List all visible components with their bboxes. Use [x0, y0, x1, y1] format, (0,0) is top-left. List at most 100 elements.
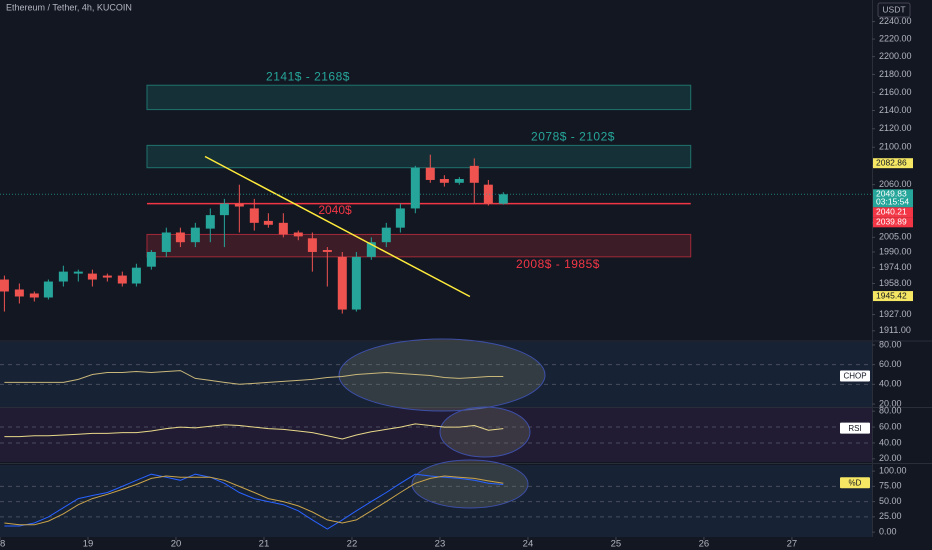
price-label-box	[873, 158, 913, 169]
y-tick-label: 80.00	[879, 339, 902, 349]
chart-title: Ethereum / Tether, 4h, KUCOIN	[6, 2, 132, 12]
y-tick-label: 40.00	[879, 379, 902, 389]
candle-body	[205, 215, 215, 229]
highlight-circle	[411, 459, 529, 509]
candle-body	[43, 281, 53, 298]
candle-body	[278, 222, 288, 235]
candle-body	[161, 232, 171, 252]
price-label-box	[873, 217, 913, 228]
y-tick-label: 2200.00	[879, 51, 912, 61]
y-tick-label: 1911.00	[879, 325, 911, 335]
y-tick-label: 20.00	[879, 398, 902, 408]
price-label-box	[873, 207, 913, 218]
highlight-circle	[439, 406, 531, 458]
currency-box	[877, 2, 911, 18]
price-label: 2082.86	[876, 157, 907, 167]
candle-body	[395, 208, 405, 228]
candle-body	[249, 208, 259, 223]
price-timer: 03:15:54	[876, 197, 909, 207]
x-tick-label: 26	[699, 539, 710, 550]
candle-body	[14, 289, 24, 297]
x-tick-label: 24	[523, 539, 534, 550]
candle-body	[439, 179, 449, 183]
candle-body	[263, 220, 273, 225]
candle-body	[469, 165, 479, 183]
candle-body	[498, 194, 508, 204]
y-tick-label: 60.00	[879, 421, 902, 431]
y-tick-label: 1974.00	[879, 262, 912, 272]
y-tick-label: 40.00	[879, 437, 902, 447]
indicator-line	[4, 473, 504, 530]
indicator-badge	[840, 422, 870, 434]
indicator-line	[4, 370, 504, 385]
y-tick-label: 75.00	[879, 481, 902, 491]
indicator-name: RSI	[848, 424, 861, 433]
x-tick-label: 21	[259, 539, 270, 550]
zone	[146, 84, 692, 111]
y-tick-label: 2120.00	[879, 123, 912, 133]
candle-body	[190, 227, 200, 243]
candle-body	[337, 256, 347, 310]
x-tick-label: 18	[0, 539, 5, 550]
indicator-line	[4, 475, 504, 526]
candle-body	[322, 250, 332, 252]
level-label: 2040$	[318, 203, 352, 217]
candle-body	[366, 242, 376, 257]
zone-label: 2078$ - 2102$	[531, 130, 615, 144]
candle-body	[425, 167, 435, 180]
candle-body	[219, 203, 229, 216]
y-tick-label: 2060.00	[879, 179, 912, 189]
indicator-name: CHOP	[843, 372, 866, 381]
price-label: 2049.83	[876, 189, 907, 199]
y-tick-label: 2240.00	[879, 16, 912, 26]
y-tick-label: 50.00	[879, 496, 902, 506]
zone	[146, 233, 692, 258]
x-tick-label: 22	[347, 539, 358, 550]
price-label: 2039.89	[876, 217, 907, 227]
y-tick-label: 2140.00	[879, 105, 912, 115]
y-tick-label: 1958.00	[879, 278, 912, 288]
y-tick-label: 2180.00	[879, 69, 912, 79]
candle-body	[73, 271, 83, 274]
price-label: 2040.21	[876, 207, 907, 217]
y-tick-label: 1927.00	[879, 309, 912, 319]
rsi-pane	[0, 408, 872, 462]
candle-body	[454, 179, 464, 183]
y-tick-label: 100.00	[879, 465, 907, 475]
x-tick-label: 23	[435, 539, 446, 550]
candle-body	[351, 256, 361, 310]
zone-label: 2141$ - 2168$	[266, 69, 350, 83]
y-tick-label: 2005.00	[879, 232, 912, 242]
candle-body	[102, 275, 112, 278]
x-tick-label: 27	[787, 539, 798, 550]
plot-layer: 18 19 20 21 22 23 24 25 26 27 2240.00 2220.00 2200.0…	[0, 16, 913, 550]
candle-body	[234, 203, 244, 207]
zone-label: 2008$ - 1985$	[516, 257, 600, 271]
zone	[146, 144, 692, 169]
candle-body	[381, 227, 391, 243]
candle-body	[410, 167, 420, 209]
indicator-line	[4, 423, 504, 440]
trendline	[204, 155, 471, 298]
x-tick-label: 20	[171, 539, 182, 550]
price-label-box	[873, 291, 913, 302]
x-tick-label: 19	[83, 539, 94, 550]
y-tick-label: 2220.00	[879, 33, 912, 43]
candle-body	[483, 184, 493, 204]
y-tick-label: 1990.00	[879, 246, 912, 256]
chop-pane	[0, 342, 872, 407]
candle-body	[175, 232, 185, 243]
y-tick-label: 2160.00	[879, 87, 912, 97]
y-tick-label: 60.00	[879, 359, 902, 369]
highlight-circle	[338, 338, 546, 412]
candle-body	[58, 271, 68, 282]
y-tick-label: 80.00	[879, 406, 902, 416]
y-tick-label: 0.00	[879, 526, 897, 536]
candle-body	[117, 275, 127, 284]
y-tick-label: 2100.00	[879, 142, 912, 152]
candle-body	[0, 279, 9, 292]
price-label-box	[873, 189, 913, 208]
candle-body	[131, 267, 141, 284]
candle-body	[146, 251, 156, 267]
